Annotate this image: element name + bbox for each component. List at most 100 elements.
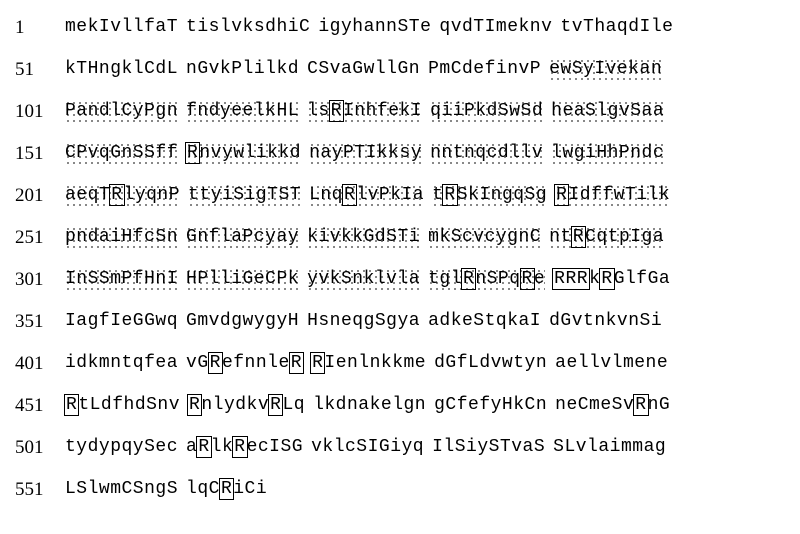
sequence-block: HsneqgSgya — [307, 310, 420, 332]
sequence-block: lwgiHhPndc — [551, 142, 664, 164]
boxed-residue: R — [268, 394, 283, 416]
boxed-residue: R — [196, 436, 211, 458]
sequence-block: HPlliGeCPk — [186, 268, 299, 290]
position-number: 301 — [15, 270, 65, 289]
sequence-block: LSlwmCSngS — [65, 478, 178, 500]
sequence-block: gCfefyHkCn — [434, 394, 547, 416]
position-number: 351 — [15, 312, 65, 331]
sequence-block: lsRInhfekI — [307, 100, 422, 122]
position-number: 101 — [15, 102, 65, 121]
sequence-block: RnlydkvRLq — [188, 394, 305, 416]
position-number: 1 — [15, 18, 65, 37]
sequence-block: RtLdfhdSnv — [65, 394, 180, 416]
position-number: 551 — [15, 480, 65, 499]
blocks: LSlwmCSngS lqCRiCi — [65, 478, 267, 500]
sequence-block: GnflaPcyay — [186, 226, 299, 248]
sequence-block: pndaiHfcSn — [65, 226, 178, 248]
blocks: aeqTRlyqnP ttyiSigTST LnqRlvPkIa tRSkIngqSg… — [65, 184, 670, 206]
sequence-line: 451RtLdfhdSnv RnlydkvRLq lkdnakelgn gCfefyH… — [15, 393, 785, 417]
sequence-block: vklcSIGiyq — [311, 436, 424, 458]
sequence-block: nntnqcdllv — [430, 142, 543, 164]
sequence-block: RRRkRGlfGa — [553, 268, 670, 290]
position-number: 251 — [15, 228, 65, 247]
boxed-residue: R — [633, 394, 648, 416]
sequence-block: adkeStqkaI — [428, 310, 541, 332]
sequence-line: 351IagfIeGGwqGmvdgwygyHHsneqgSgyaadkeStq… — [15, 309, 785, 333]
position-number: 51 — [15, 60, 65, 79]
blocks: RtLdfhdSnv RnlydkvRLq lkdnakelgn gCfefyHkCn… — [65, 394, 670, 416]
blocks: mekIvllfaT tislvksdhiC igyhannSTe qvdTImekn… — [65, 16, 673, 38]
boxed-residue: R — [208, 352, 223, 374]
boxed-residue: R — [599, 268, 614, 290]
sequence-block: kTHngklCdL — [65, 58, 178, 80]
sequence-line: 551LSlwmCSngS lqCRiCi — [15, 477, 785, 501]
sequence-block: lqCRiCi — [186, 478, 267, 500]
sequence-block: qvdTImeknv — [439, 16, 552, 38]
sequence-block: qiiPkdSwSd — [430, 100, 543, 122]
blocks: pndaiHfcSnGnflaPcyaykivkkGdSTimkScvcygnC… — [65, 226, 664, 248]
sequence-block: IlSiySTvaS — [432, 436, 545, 458]
sequence-block: SLvlaimmag — [553, 436, 666, 458]
sequence-block: RIdffwTilk — [555, 184, 670, 206]
sequence-block: ewSyIvekan — [549, 58, 662, 80]
sequence-block: igyhannSTe — [318, 16, 431, 38]
sequence-block: idkmntqfea — [65, 352, 178, 374]
sequence-block: tRSkIngqSg — [432, 184, 547, 206]
blocks: PandlCyPgn fndyeelkHL lsRInhfekI qiiPkdSwSd… — [65, 100, 664, 122]
sequence-block: InSSmPfHnI — [65, 268, 178, 290]
sequence-block: vGRefnnleR — [186, 352, 303, 374]
sequence-block: LnqRlvPkIa — [309, 184, 424, 206]
blocks: idkmntqfea vGRefnnleR RIenlnkkme dGfLdvwtyn… — [65, 352, 668, 374]
position-number: 151 — [15, 144, 65, 163]
boxed-residue: R — [289, 352, 304, 374]
position-number: 401 — [15, 354, 65, 373]
sequence-block: CPvqGnSSff — [65, 142, 178, 164]
sequence-block: dGvtnkvnSi — [549, 310, 662, 332]
boxed-residue: R — [109, 184, 124, 206]
sequence-container: 1mekIvllfaT tislvksdhiC igyhannSTe qvdTImek… — [15, 15, 785, 501]
sequence-block: mkScvcygnC — [428, 226, 541, 248]
boxed-residue: RRR — [552, 268, 590, 290]
sequence-block: tydypqySec — [65, 436, 178, 458]
sequence-block: dGfLdvwtyn — [434, 352, 547, 374]
sequence-block: PandlCyPgn — [65, 100, 178, 122]
sequence-block: GmvdgwygyH — [186, 310, 299, 332]
sequence-block: neCmeSvRnG — [555, 394, 670, 416]
boxed-residue: R — [554, 184, 569, 206]
sequence-block: aellvlmene — [555, 352, 668, 374]
sequence-line: 251pndaiHfcSnGnflaPcyaykivkkGdSTimkScvcy… — [15, 225, 785, 249]
sequence-block: fndyeelkHL — [186, 100, 299, 122]
position-number: 451 — [15, 396, 65, 415]
sequence-line: 101PandlCyPgn fndyeelkHL lsRInhfekI qiiPkdS… — [15, 99, 785, 123]
boxed-residue: R — [342, 184, 357, 206]
boxed-residue: R — [187, 394, 202, 416]
sequence-line: 401idkmntqfea vGRefnnleR RIenlnkkme dGfLdvw… — [15, 351, 785, 375]
sequence-block: heaSlgvSaa — [551, 100, 664, 122]
sequence-block: mekIvllfaT — [65, 16, 178, 38]
boxed-residue: R — [571, 226, 586, 248]
blocks: IagfIeGGwqGmvdgwygyHHsneqgSgyaadkeStqkaI… — [65, 310, 662, 332]
sequence-line: 201aeqTRlyqnP ttyiSigTST LnqRlvPkIa tRSkIng… — [15, 183, 785, 207]
sequence-block: tglRnSPqRe — [428, 268, 545, 290]
boxed-residue: R — [185, 142, 200, 164]
boxed-residue: R — [520, 268, 535, 290]
boxed-residue: R — [219, 478, 234, 500]
sequence-block: RIenlnkkme — [311, 352, 426, 374]
sequence-block: PmCdefinvP — [428, 58, 541, 80]
sequence-block: CSvaGwllGn — [307, 58, 420, 80]
sequence-line: 1mekIvllfaT tislvksdhiC igyhannSTe qvdTImek… — [15, 15, 785, 39]
sequence-block: ttyiSigTST — [188, 184, 301, 206]
sequence-block: nGvkPlilkd — [186, 58, 299, 80]
sequence-block: aeqTRlyqnP — [65, 184, 180, 206]
sequence-line: 301InSSmPfHnIHPlliGeCPkyvkSnklvlatglRnSP… — [15, 267, 785, 291]
sequence-line: 501tydypqySecaRlkRecISGvklcSIGiyqIlSiyST… — [15, 435, 785, 459]
boxed-residue: R — [329, 100, 344, 122]
sequence-line: 151CPvqGnSSffRnvywlikkdnayPTIkksynntnqcd… — [15, 141, 785, 165]
position-number: 501 — [15, 438, 65, 457]
sequence-block: lkdnakelgn — [313, 394, 426, 416]
sequence-block: tislvksdhiC — [186, 16, 310, 38]
position-number: 201 — [15, 186, 65, 205]
blocks: tydypqySecaRlkRecISGvklcSIGiyqIlSiySTvaS… — [65, 436, 666, 458]
blocks: kTHngklCdL nGvkPlilkd CSvaGwllGn PmCdefinvP… — [65, 58, 662, 80]
boxed-residue: R — [64, 394, 79, 416]
